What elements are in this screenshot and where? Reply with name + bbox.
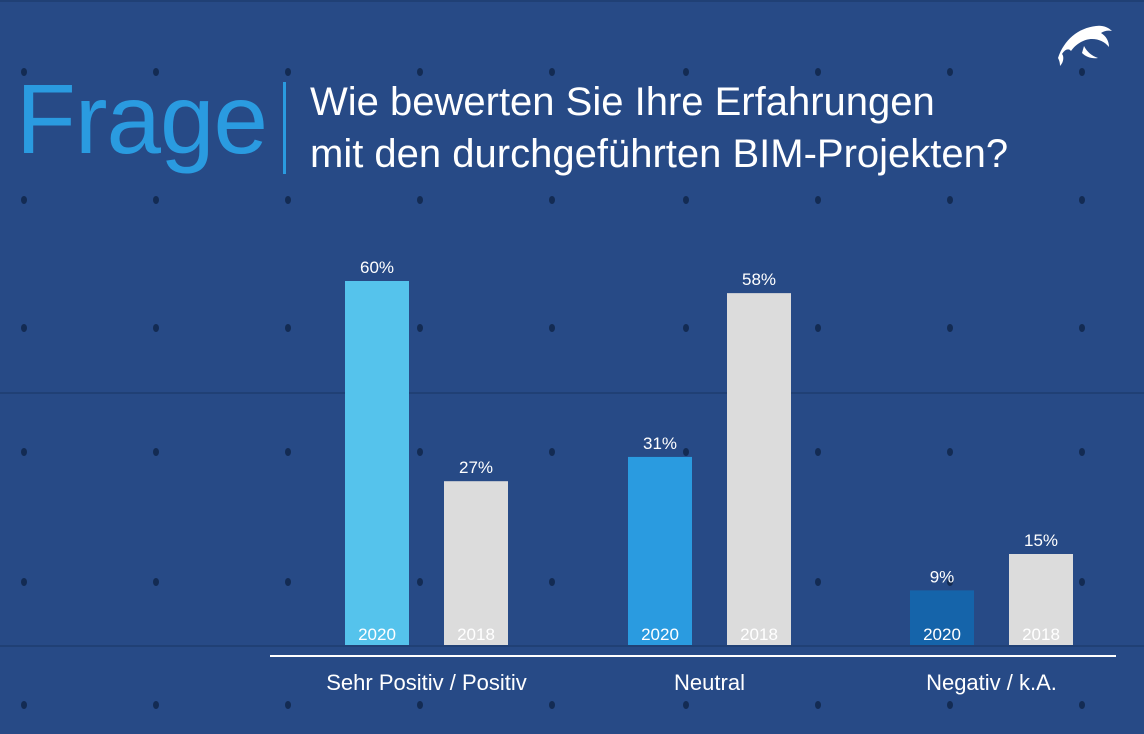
series-label-2018-2: 2018 xyxy=(1022,625,1060,644)
data-label-2018-0: 27% xyxy=(459,458,493,477)
bar-2020-2 xyxy=(910,590,974,645)
bar-2018-1 xyxy=(727,293,791,645)
category-label-1: Neutral xyxy=(674,670,745,695)
question-line-2: mit den durchgeführten BIM-Projekten? xyxy=(310,132,1009,176)
series-label-2018-0: 2018 xyxy=(457,625,495,644)
bar-2018-2 xyxy=(1009,554,1073,645)
series-label-2020-0: 2020 xyxy=(358,625,396,644)
title-divider xyxy=(283,82,286,174)
question-line-1: Wie bewerten Sie Ihre Erfahrungen xyxy=(310,80,935,124)
series-label-2018-1: 2018 xyxy=(740,625,778,644)
dolphin-icon xyxy=(1058,25,1112,66)
category-label-0: Sehr Positiv / Positiv xyxy=(326,670,527,695)
category-label-2: Negativ / k.A. xyxy=(926,670,1057,695)
question-text: Wie bewerten Sie Ihre Erfahrungen mit de… xyxy=(310,76,1008,180)
data-label-2020-1: 31% xyxy=(643,434,677,453)
data-label-2018-1: 58% xyxy=(742,270,776,289)
series-label-2020-1: 2020 xyxy=(641,625,679,644)
question-label: Frage xyxy=(16,64,268,174)
bar-2020-1 xyxy=(628,456,692,645)
bar-2020-0 xyxy=(345,281,409,645)
data-label-2020-2: 9% xyxy=(930,567,955,586)
bar-2018-0 xyxy=(444,481,508,645)
data-label-2020-0: 60% xyxy=(360,258,394,277)
series-label-2020-2: 2020 xyxy=(923,625,961,644)
data-label-2018-2: 15% xyxy=(1024,531,1058,550)
